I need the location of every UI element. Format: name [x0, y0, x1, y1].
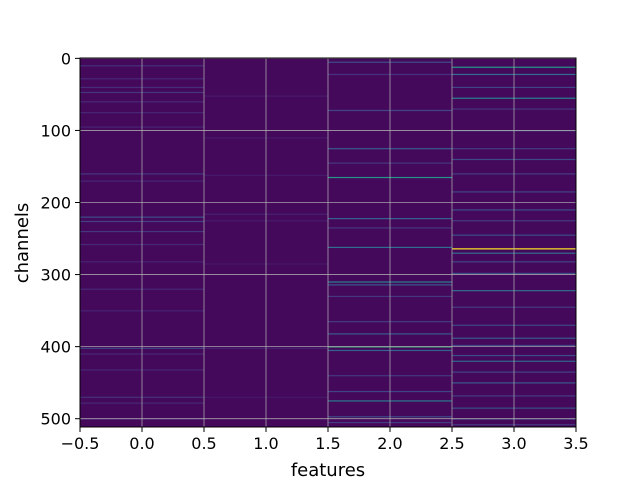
y-tick-label: 200 — [40, 194, 71, 213]
x-tick-label: 3.5 — [563, 434, 588, 453]
x-axis-ticks: −0.5 0.0 0.5 1.0 1.5 2.0 2.5 3.0 3.5 — [61, 427, 589, 453]
x-tick-label: 1.5 — [315, 434, 340, 453]
x-tick-label: 3.0 — [501, 434, 526, 453]
y-tick-label: 400 — [40, 338, 71, 357]
x-tick-label: 2.5 — [439, 434, 464, 453]
x-tick-label: 1.0 — [253, 434, 278, 453]
y-tick-label: 300 — [40, 266, 71, 285]
x-axis-label: features — [291, 460, 365, 480]
y-tick-label: 100 — [40, 121, 71, 140]
y-tick-label: 0 — [61, 49, 71, 68]
y-axis-label: channels — [12, 203, 33, 284]
x-tick-label: 0.0 — [129, 434, 154, 453]
x-tick-label: 2.0 — [377, 434, 402, 453]
x-tick-label: −0.5 — [61, 434, 100, 453]
x-tick-label: 0.5 — [191, 434, 216, 453]
y-axis-ticks: 0 100 200 300 400 500 — [40, 49, 80, 429]
y-tick-label: 500 — [40, 410, 71, 429]
